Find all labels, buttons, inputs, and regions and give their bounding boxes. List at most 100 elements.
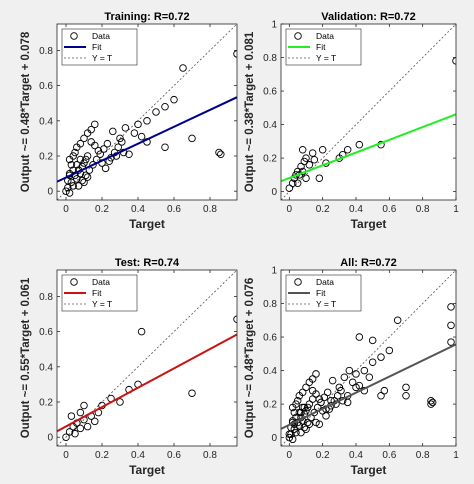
legend-label: Fit (92, 288, 102, 298)
data-point (352, 383, 360, 392)
x-tick-label: 0.2 (95, 450, 109, 461)
data-point (380, 386, 389, 395)
data-point (71, 429, 79, 438)
data-point (393, 316, 402, 325)
data-point (352, 370, 360, 378)
data-point (130, 129, 139, 137)
data-point (83, 152, 92, 160)
data-point (137, 327, 146, 336)
data-point (74, 182, 83, 190)
data-point (217, 150, 225, 158)
x-axis-label: Target (351, 217, 387, 231)
x-tick-label: 0 (63, 204, 69, 215)
data-point (215, 148, 223, 157)
legend-label: Y = T (92, 53, 112, 63)
data-point (152, 108, 160, 116)
y-tick-label: 0 (47, 187, 53, 198)
data-point (114, 143, 122, 151)
data-point (355, 140, 364, 149)
data-point (73, 175, 81, 183)
x-tick-label: 0.6 (382, 450, 396, 461)
fit-line (57, 333, 237, 433)
data-point (161, 102, 169, 111)
data-point (368, 358, 377, 366)
y-tick-label: 0.4 (39, 116, 53, 127)
data-point (96, 150, 104, 158)
data-point (179, 64, 187, 72)
y-tick-label: 0.2 (263, 154, 277, 165)
legend-label: Data (92, 277, 110, 287)
x-tick-label: 0.6 (167, 450, 181, 461)
x-axis-label: Target (351, 463, 387, 477)
data-point (292, 400, 300, 408)
data-point (71, 148, 79, 157)
data-point (87, 138, 95, 146)
subplot-training: 0 0.2 0.4 0.6 0.8 0 0.2 0.4 0.6 0.8 Training: R=0.… (20, 11, 238, 231)
data-point (308, 149, 317, 157)
data-point (82, 171, 90, 180)
data-point (302, 425, 310, 433)
data-point (137, 132, 146, 141)
data-point (69, 182, 77, 190)
data-point (161, 143, 169, 151)
axes-frame (280, 269, 457, 447)
data-point (80, 178, 88, 187)
y-tick-label: 0.6 (39, 81, 53, 92)
axes-frame (56, 23, 238, 201)
data-point (80, 134, 88, 143)
x-tick-label: 0.4 (349, 204, 363, 215)
data-point (302, 383, 310, 392)
data-point (365, 373, 374, 382)
data-point (318, 145, 327, 154)
data-point (67, 412, 76, 420)
data-point (305, 161, 314, 169)
data-point (69, 152, 77, 160)
x-tick-label: 0.4 (131, 450, 145, 461)
data-point (116, 134, 124, 143)
y-tick-label: 0.4 (263, 366, 277, 377)
data-point (76, 155, 85, 164)
legend-label: Y = T (316, 299, 336, 309)
data-point (377, 391, 385, 400)
data-point (62, 433, 70, 441)
x-tick-label: 0.4 (349, 450, 363, 461)
x-tick-label: 0.6 (167, 204, 181, 215)
x-tick-label: 0.2 (316, 450, 330, 461)
data-point (308, 386, 317, 395)
data-point (188, 389, 196, 397)
x-axis-label: Target (129, 217, 165, 231)
data-point (109, 127, 117, 136)
data-point (385, 346, 394, 355)
data-point (65, 428, 74, 436)
subplot-title: All: R=0.72 (340, 257, 397, 269)
data-point (298, 388, 307, 397)
legend-label: Y = T (316, 53, 336, 63)
y-axis-label: Output ~= 0.55*Target + 0.061 (20, 277, 32, 438)
legend-data-marker (70, 278, 78, 286)
legend-label: Y = T (92, 299, 112, 309)
data-point (78, 176, 86, 185)
data-point (116, 398, 124, 406)
data-point (315, 174, 324, 182)
data-point (76, 408, 85, 417)
x-tick-label: 0 (287, 450, 293, 461)
data-point (285, 184, 294, 193)
data-point (320, 393, 329, 402)
data-point (121, 124, 130, 132)
data-point (103, 139, 112, 148)
data-point (292, 428, 300, 437)
y-tick-label: 0.6 (39, 327, 53, 338)
y-tick-label: 0.8 (263, 53, 277, 64)
data-point (288, 179, 297, 187)
data-point (76, 424, 85, 433)
data-point (340, 373, 349, 382)
x-tick-label: 0.2 (316, 204, 330, 215)
y-axis-label: Output ~= 0.48*Target + 0.078 (20, 31, 32, 192)
data-point (300, 423, 309, 432)
y-tick-label: 0.6 (263, 333, 277, 344)
plot-data (281, 24, 456, 200)
y-tick-label: 0.2 (39, 152, 53, 163)
data-point (118, 138, 126, 146)
